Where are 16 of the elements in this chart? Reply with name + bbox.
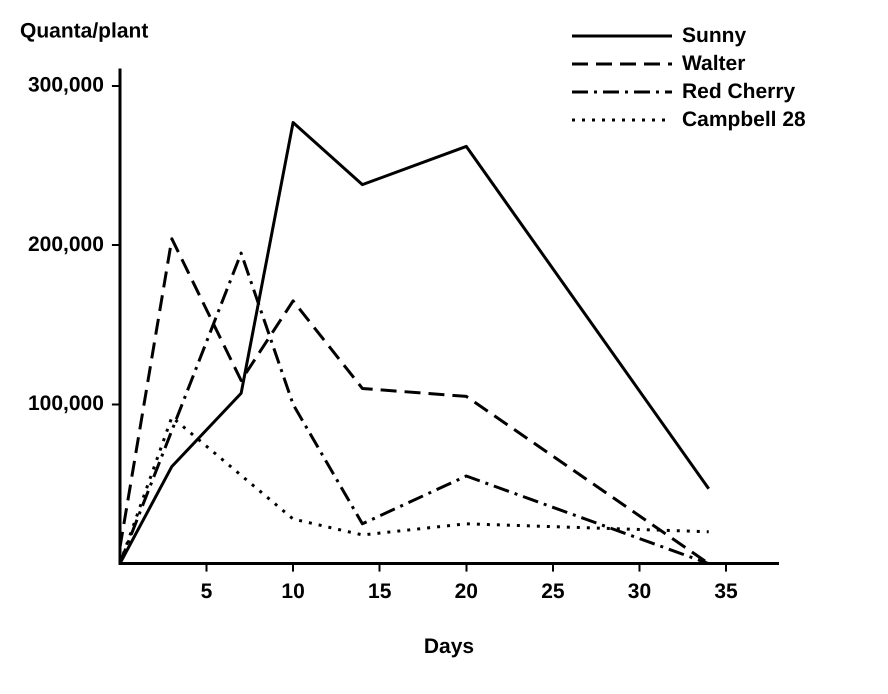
legend-label: Campbell 28 — [682, 108, 806, 131]
x-tick-label: 15 — [368, 580, 392, 603]
y-axis-title: Quanta/plant — [20, 19, 148, 42]
y-tick-label: 300,000 — [28, 74, 104, 97]
x-tick-label: 25 — [541, 580, 565, 603]
x-tick-label: 5 — [200, 580, 213, 603]
legend-label: Walter — [682, 52, 746, 75]
legend-label: Sunny — [682, 24, 746, 47]
y-tick-label: 100,000 — [28, 392, 104, 416]
x-tick-label: 30 — [628, 580, 652, 603]
x-tick-label: 35 — [714, 580, 738, 603]
x-tick-label: 20 — [454, 580, 478, 603]
x-tick-label: 10 — [281, 580, 305, 603]
x-axis-title: Days — [424, 635, 474, 658]
y-tick-label: 200,000 — [28, 232, 104, 256]
legend-label: Red Cherry — [682, 80, 796, 103]
